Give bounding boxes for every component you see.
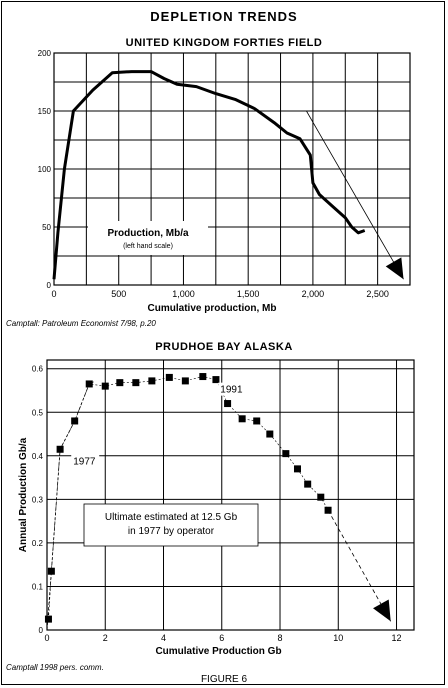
prudhoe-extrapolation-arrowhead bbox=[373, 599, 391, 622]
prudhoe-annotation-background bbox=[71, 454, 100, 468]
uk-x-tick-label: 500 bbox=[111, 289, 126, 299]
prudhoe-x-tick-label: 12 bbox=[392, 633, 402, 643]
prudhoe-data-point bbox=[85, 380, 93, 388]
prudhoe-data-point bbox=[224, 400, 232, 408]
figure-label: FIGURE 6 bbox=[200, 674, 248, 685]
prudhoe-data-point bbox=[47, 567, 55, 575]
uk-trend-arrowhead bbox=[385, 257, 404, 280]
prudhoe-data-point bbox=[324, 506, 332, 514]
prudhoe-early-trend-line bbox=[46, 381, 94, 631]
uk-annotation-subtitle: (left hand scale) bbox=[123, 243, 173, 250]
uk-x-tick-label: 0 bbox=[51, 289, 56, 299]
uk-production-series-line bbox=[52, 70, 366, 280]
prudhoe-annotation-background bbox=[218, 382, 247, 396]
prudhoe-data-point bbox=[148, 377, 156, 385]
prudhoe-y-tick-label: 0.4 bbox=[32, 452, 44, 461]
uk-x-axis-label: Cumulative production, Mb bbox=[148, 303, 277, 314]
prudhoe-extrapolation-line bbox=[327, 510, 392, 622]
prudhoe-y-tick-label: 0.5 bbox=[32, 408, 44, 417]
prudhoe-y-tick-label: 0.6 bbox=[32, 365, 44, 374]
prudhoe-data-point bbox=[165, 373, 173, 381]
prudhoe-chart-title: PRUDHOE BAY ALASKA bbox=[155, 341, 293, 353]
prudhoe-year-annotation: 1977 bbox=[73, 457, 96, 468]
prudhoe-data-point bbox=[199, 373, 207, 381]
prudhoe-data-point bbox=[293, 465, 301, 473]
prudhoe-data-point bbox=[132, 379, 140, 387]
prudhoe-data-point bbox=[317, 493, 325, 501]
prudhoe-series-connector bbox=[48, 376, 329, 620]
prudhoe-x-tick-label: 8 bbox=[278, 633, 283, 643]
uk-y-tick-label: 0 bbox=[47, 281, 52, 290]
page-title: DEPLETION TRENDS bbox=[150, 9, 298, 24]
prudhoe-data-point bbox=[212, 376, 220, 384]
prudhoe-plot-area bbox=[46, 359, 415, 631]
prudhoe-x-tick-label: 4 bbox=[161, 633, 166, 643]
prudhoe-data-point bbox=[282, 450, 290, 458]
uk-forties-chart: 0 500 1,000 1,500 2,000 2,500 0 50 100 150 200 Cumu… bbox=[38, 49, 411, 314]
prudhoe-year-annotation: 1991 bbox=[220, 385, 243, 396]
prudhoe-data-point bbox=[116, 379, 124, 387]
prudhoe-source-credit: Camptall 1998 pers. comm. bbox=[6, 663, 104, 672]
prudhoe-x-tick-label: 10 bbox=[333, 633, 343, 643]
prudhoe-data-point bbox=[71, 417, 79, 425]
prudhoe-x-axis-label: Cumulative Production Gb bbox=[155, 646, 281, 657]
uk-source-credit: Camptall: Patroleum Economist 7/98, p.20 bbox=[6, 319, 156, 328]
prudhoe-data-point bbox=[304, 480, 312, 488]
uk-y-tick-label: 150 bbox=[38, 107, 52, 116]
prudhoe-y-tick-label: 0.1 bbox=[32, 582, 44, 591]
prudhoe-x-tick-label: 2 bbox=[103, 633, 108, 643]
prudhoe-data-point bbox=[56, 445, 64, 453]
uk-y-tick-label: 100 bbox=[38, 165, 52, 174]
prudhoe-data-point bbox=[253, 417, 261, 425]
prudhoe-data-point bbox=[101, 382, 109, 390]
uk-plot-area bbox=[53, 52, 411, 286]
prudhoe-y-tick-label: 0.3 bbox=[32, 495, 44, 504]
uk-y-tick-label: 50 bbox=[42, 223, 51, 232]
prudhoe-data-point bbox=[44, 615, 52, 623]
prudhoe-callout-line2: in 1977 by operator bbox=[128, 526, 215, 537]
prudhoe-data-point bbox=[238, 415, 246, 423]
uk-y-tick-label: 200 bbox=[38, 49, 52, 58]
prudhoe-y-axis-label: Annual Production Gb/a bbox=[18, 437, 29, 552]
uk-x-tick-label: 2,000 bbox=[302, 289, 325, 299]
uk-annotation-title: Production, Mb/a bbox=[107, 228, 189, 239]
uk-trend-line bbox=[306, 110, 404, 280]
uk-x-tick-label: 1,000 bbox=[172, 289, 195, 299]
prudhoe-y-tick-label: 0.2 bbox=[32, 539, 44, 548]
uk-x-tick-label: 1,500 bbox=[237, 289, 260, 299]
uk-x-tick-label: 2,500 bbox=[366, 289, 389, 299]
prudhoe-x-tick-label: 6 bbox=[219, 633, 224, 643]
prudhoe-callout-box bbox=[83, 503, 259, 547]
uk-annotation-background bbox=[88, 221, 208, 255]
prudhoe-callout-line1: Ultimate estimated at 12.5 Gb bbox=[105, 512, 238, 523]
prudhoe-data-point bbox=[266, 430, 274, 438]
uk-chart-title: UNITED KINGDOM FORTIES FIELD bbox=[125, 37, 323, 49]
prudhoe-x-tick-label: 0 bbox=[44, 633, 49, 643]
prudhoe-data-point bbox=[181, 377, 189, 385]
prudhoe-y-tick-label: 0 bbox=[39, 626, 44, 635]
